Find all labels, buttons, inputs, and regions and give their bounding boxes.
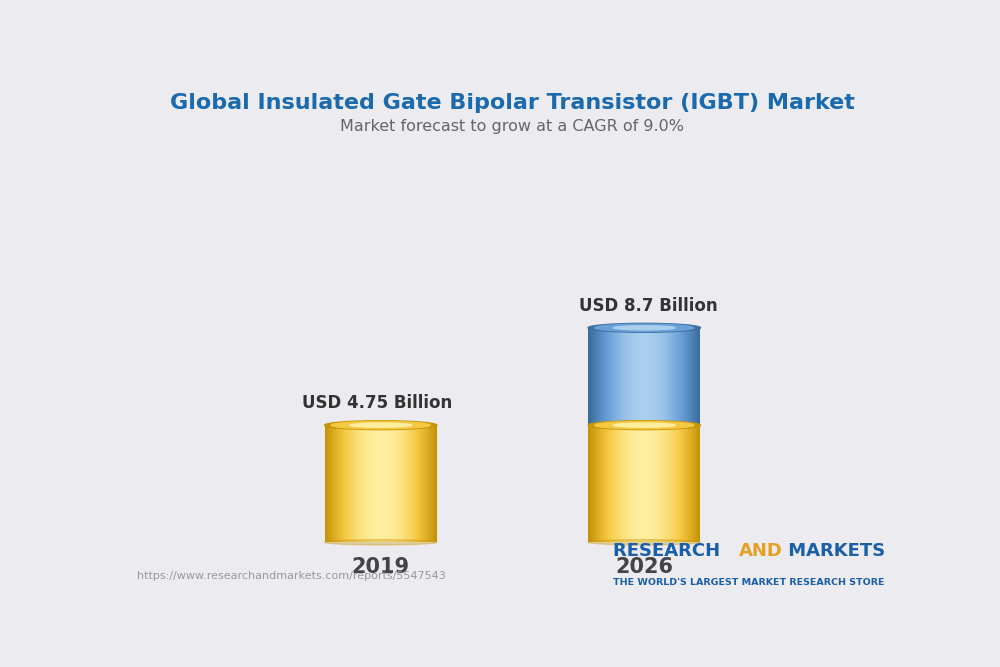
Text: MARKETS: MARKETS <box>782 542 885 560</box>
Ellipse shape <box>331 422 430 429</box>
Ellipse shape <box>588 540 700 545</box>
Text: AND: AND <box>739 542 783 560</box>
Text: USD 8.7 Billion: USD 8.7 Billion <box>579 297 717 315</box>
Text: Global Insulated Gate Bipolar Transistor (IGBT) Market: Global Insulated Gate Bipolar Transistor… <box>170 93 855 113</box>
Text: RESEARCH: RESEARCH <box>613 542 727 560</box>
Ellipse shape <box>588 421 700 430</box>
Text: USD 4.75 Billion: USD 4.75 Billion <box>302 394 452 412</box>
Ellipse shape <box>588 323 700 332</box>
Ellipse shape <box>595 324 694 331</box>
Text: 2026: 2026 <box>615 557 673 577</box>
Ellipse shape <box>613 423 675 427</box>
Ellipse shape <box>325 421 437 430</box>
Ellipse shape <box>595 422 694 429</box>
Ellipse shape <box>325 540 437 545</box>
Text: 2019: 2019 <box>352 557 410 577</box>
Text: THE WORLD'S LARGEST MARKET RESEARCH STORE: THE WORLD'S LARGEST MARKET RESEARCH STOR… <box>613 578 885 587</box>
Ellipse shape <box>350 423 412 427</box>
Ellipse shape <box>613 325 675 329</box>
Text: Market forecast to grow at a CAGR of 9.0%: Market forecast to grow at a CAGR of 9.0… <box>340 119 684 133</box>
Text: https://www.researchandmarkets.com/reports/5547543: https://www.researchandmarkets.com/repor… <box>137 571 445 581</box>
